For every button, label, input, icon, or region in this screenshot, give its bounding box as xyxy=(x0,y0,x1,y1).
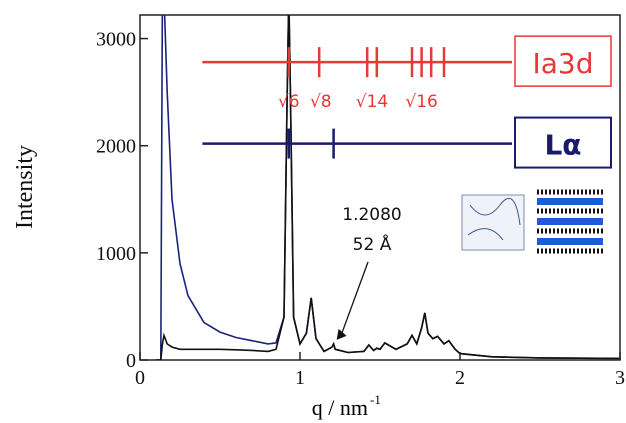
annotation-arrowhead xyxy=(336,328,347,340)
plot-frame xyxy=(139,14,621,361)
peak-annotation: 52 Å xyxy=(353,233,392,255)
y-axis-label: Intensity xyxy=(12,145,38,229)
annotation-arrow xyxy=(340,261,369,335)
lamellar-label: Lα xyxy=(544,129,581,162)
x-tick-label: 1 xyxy=(295,367,305,389)
data-line xyxy=(156,15,620,360)
ia3d-box xyxy=(514,35,612,87)
peak-annotation: 1.2080 xyxy=(342,205,401,225)
x-tick-label: 2 xyxy=(455,367,465,389)
lamellar-icon xyxy=(537,189,603,254)
x-axis-label-sup: -1 xyxy=(370,392,381,407)
x-tick-label: 3 xyxy=(615,367,625,389)
ia3d-index-label: √8 xyxy=(310,92,332,112)
y-tick-label: 0 xyxy=(126,350,136,372)
cubic-icon-lines xyxy=(467,197,521,241)
x-axis-label: q / nm xyxy=(312,395,368,420)
y-tick-label: 3000 xyxy=(96,29,136,51)
y-tick-label: 2000 xyxy=(96,136,136,158)
cubic-icon xyxy=(461,194,525,251)
lamellar-box xyxy=(514,116,612,169)
x-tick-label: 0 xyxy=(135,367,145,389)
ia3d-index-label: √16 xyxy=(405,92,437,112)
y-tick-label: 1000 xyxy=(96,243,136,265)
ia3d-index-label: √14 xyxy=(356,92,388,112)
ia3d-label: Ia3d xyxy=(532,47,593,80)
structure-icons xyxy=(461,189,603,254)
ia3d-index-label: √6 xyxy=(278,92,300,112)
